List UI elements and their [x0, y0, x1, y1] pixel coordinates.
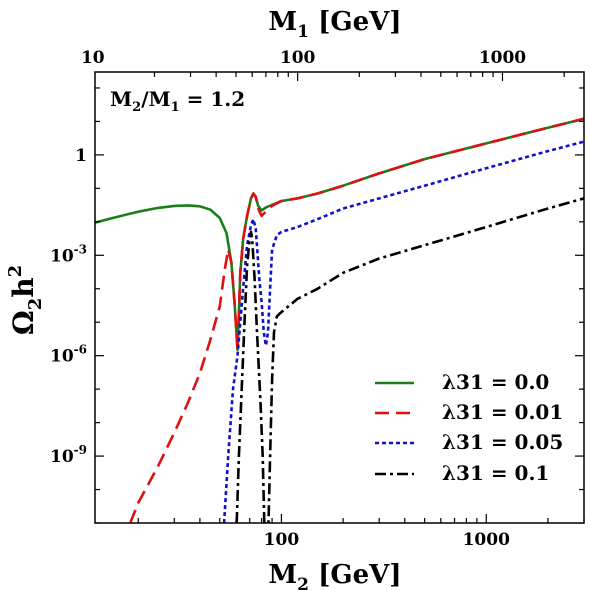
y-tick-label: 10-9 — [50, 443, 87, 467]
x2-axis-title: M1 [GeV] — [268, 7, 401, 42]
legend-label-0: λ31 = 0.0 — [442, 370, 549, 394]
x2-tick-label: 100 — [280, 48, 316, 68]
series-line-1 — [129, 117, 584, 523]
x-tick-label: 1000 — [463, 530, 510, 550]
plot-frame — [94, 71, 585, 524]
legend-label-3: λ31 = 0.1 — [442, 461, 549, 485]
legend-label-2: λ31 = 0.05 — [442, 430, 563, 454]
legend: λ31 = 0.0 λ31 = 0.01 λ31 = 0.05 λ31 = 0.1 — [375, 370, 563, 485]
legend-label-1: λ31 = 0.01 — [442, 400, 563, 424]
x2-tick-label: 10 — [81, 48, 105, 68]
y-tick-label: 10-3 — [50, 242, 87, 266]
x2-tick-label: 1000 — [479, 48, 526, 68]
series-line-2 — [222, 140, 584, 523]
series-layer — [95, 117, 584, 523]
plot-area — [95, 72, 584, 523]
y-axis-title: Ω2h2 — [5, 265, 46, 335]
y-tick-label: 10-6 — [50, 343, 87, 367]
x-axis-title: M2 [GeV] — [268, 560, 401, 590]
series-line-3 — [235, 197, 584, 523]
y-tick-label: 1 — [75, 146, 87, 166]
ratio-annotation: M2/M1 = 1.2 — [110, 87, 245, 115]
x-tick-label: 100 — [264, 530, 300, 550]
